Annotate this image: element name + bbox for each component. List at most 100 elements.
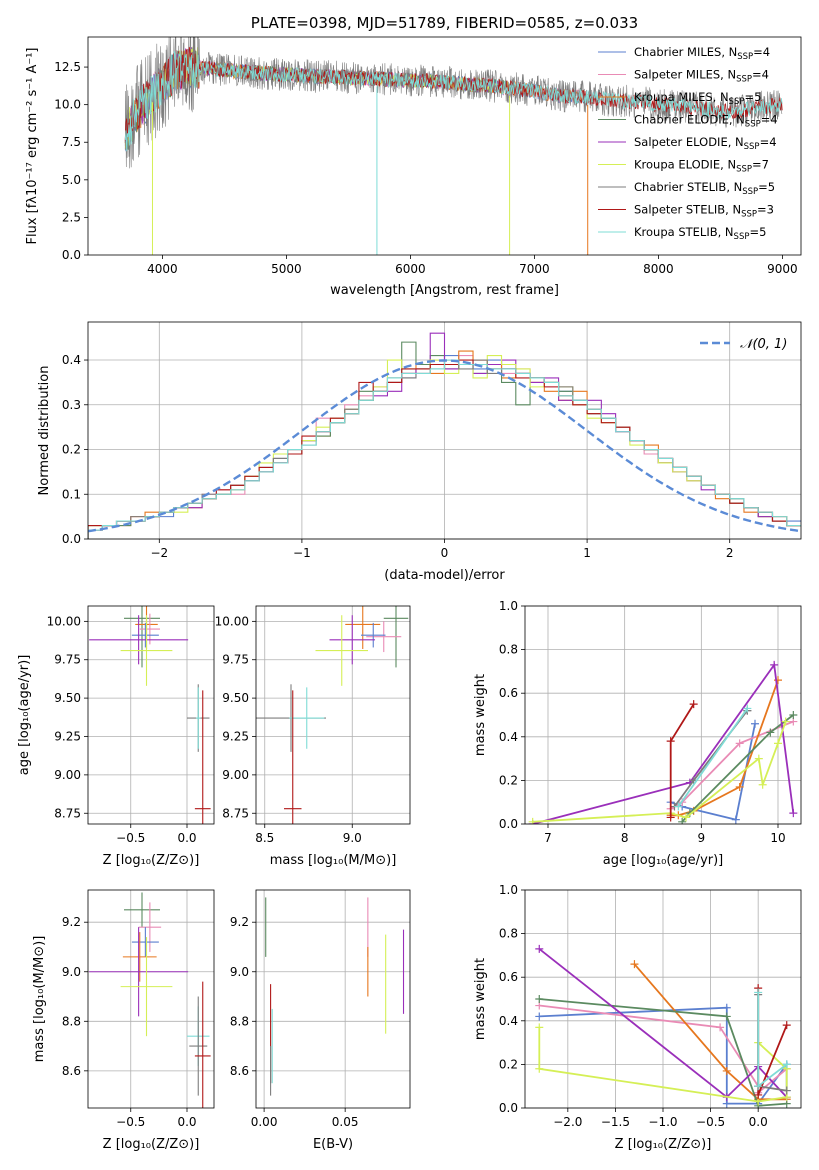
y-tick-label: 0.0 [499,1101,518,1115]
spectrum-line-kroupa-stelib [124,51,783,152]
weight-marker [751,719,759,728]
legend-entry: Chabrier ELODIE, NSSP=4 [634,113,778,130]
x-tick-label: −2.0 [553,1115,582,1129]
errorbar-chabrier-stelib [189,996,208,1096]
y-tick-label: 0.8 [499,927,518,941]
x-tick-label: 7000 [519,262,550,276]
y-tick-label: 8.6 [230,1064,249,1078]
mass-vs-ebv-panel: 0.00 0.05 8.6 8.8 9.0 9.2 E(B-V) [230,889,411,1152]
weight-line-salpeter-stelib [757,988,788,1096]
weight-marker [754,754,763,763]
errorbar-salpeter-miles [138,902,162,952]
legend: Chabrier MILES, NSSP=4 Salpeter MILES, NS… [598,45,778,242]
y-tick-label: 9.2 [62,915,81,929]
errorbar-kroupa-stelib [196,687,201,749]
y-tick-label: 0.6 [499,970,518,984]
weight-marker [630,960,639,969]
errorbar-salpeter-elodie [89,927,189,1017]
weight-marker [774,739,782,748]
x-tick-label: 0.0 [177,831,196,845]
y-tick-label: 9.75 [222,653,249,667]
weight-marker [716,1023,725,1032]
error-bars [89,606,211,824]
axes-frame [87,605,215,825]
weight-line-chabrier-elodie [539,998,787,1107]
legend-entry: Salpeter ELODIE, NSSP=4 [634,135,777,152]
x-axis-label: E(B-V) [313,1137,353,1152]
x-tick-label: 6000 [395,262,426,276]
y-tick-label: 9.0 [230,965,249,979]
weight-marker [782,1021,791,1030]
y-axis-label: Normed distribution [37,366,52,496]
y-tick-label: 8.8 [62,1014,81,1028]
weight-marker [766,728,775,737]
x-axis-label: Z [log₁₀(Z/Z⊙)] [103,853,200,868]
y-tick-label: 0.2 [499,1057,518,1071]
errorbar-kroupa-elodie [315,615,368,686]
weight-line-kroupa-elodie [538,1027,788,1103]
mass-vs-metallicity-panel: −0.5 0.0 8.6 8.8 9.0 9.2 Z [log₁₀(Z/Z⊙)] mass [… [32,889,215,1152]
grid-lines [256,606,410,824]
weight-marker [535,1012,544,1021]
weight-marker [722,1012,731,1021]
x-axis-label: (data-model)/error [384,568,505,583]
y-tick-label: 8.75 [54,806,81,820]
grid-lines [88,606,214,824]
weight-line-salpeter-miles [670,720,794,810]
x-tick-label: 2 [726,546,734,560]
y-tick-label: 1.0 [499,599,518,613]
weight-marker [678,817,687,824]
errorbar-salpeter-stelib [284,690,302,824]
weight-marker [528,817,537,824]
y-tick-label: 9.25 [54,729,81,743]
errorbar-kroupa-miles [122,932,157,982]
error-bars [256,606,409,824]
y-tick-label: 0.4 [499,1014,518,1028]
x-tick-label: 7 [544,831,552,845]
y-tick-label: 10.00 [47,614,81,628]
residuals-panel: −2 −1 0 1 2 0.0 0.1 0.2 0.3 0.4 (data-model)/error… [37,321,802,583]
spectrum-lines [124,37,783,255]
weight-marker [666,813,675,822]
x-tick-label: 0.00 [251,1115,278,1129]
errorbar-kroupa-stelib [289,687,325,749]
age-vs-mass-panel: 8.5 9.0 8.75 9.00 9.25 9.50 9.75 10.00 mass [log… [215,605,411,868]
weight-marker [682,813,690,822]
y-tick-label: 9.0 [62,965,81,979]
weight-marker [743,704,752,713]
errorbar-salpeter-stelib [194,690,211,824]
weight-vs-metallicity-panel: −2.0 −1.5 −1.0 −0.5 0.0 0.0 0.2 0.4 0.6 0.8 1.0 Z [… [473,883,802,1152]
weight-marker [754,988,763,997]
legend-entry: Kroupa STELIB, NSSP=5 [634,225,766,242]
x-tick-label: −1.0 [648,1115,677,1129]
x-axis-label: age [log₁₀(age/yr)] [603,853,724,868]
weight-marker [735,782,744,791]
x-tick-label: −0.5 [696,1115,725,1129]
error-bars [265,897,405,1096]
axes-frame [524,889,802,1109]
grid-lines [88,890,214,1108]
y-axis-label: Flux [fλ10⁻¹⁷ erg cm⁻² s⁻¹ A⁻¹] [25,48,40,245]
y-tick-label: 0.4 [62,353,81,367]
y-tick-label: 2.5 [62,210,81,224]
y-tick-label: 0.8 [499,643,518,657]
x-tick-label: 0 [441,546,449,560]
grid-lines [256,890,410,1108]
weight-marker [754,1090,763,1099]
x-tick-label: −0.5 [116,831,145,845]
weight-marker [789,809,798,818]
x-tick-label: 9.0 [343,831,362,845]
y-tick-label: 9.00 [54,768,81,782]
x-tick-label: 9000 [767,262,798,276]
errorbar-salpeter-stelib [194,981,211,1108]
y-tick-label: 0.2 [499,773,518,787]
errorbar-chabrier-elodie [383,606,409,668]
x-tick-label: 9 [698,831,706,845]
x-tick-label: 8.5 [255,831,274,845]
x-tick-label: −0.5 [116,1115,145,1129]
x-tick-label: 8000 [643,262,674,276]
x-tick-label: 0.0 [749,1115,768,1129]
y-tick-label: 12.5 [54,60,81,74]
histogram-kroupa-stelib [88,359,801,539]
y-tick-label: 9.2 [230,915,249,929]
